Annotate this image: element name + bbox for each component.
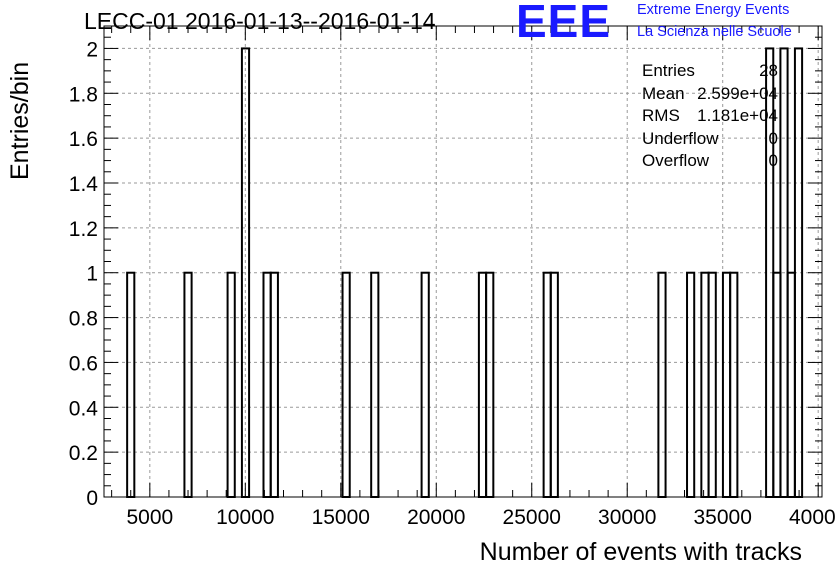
- stats-row-mean: Mean 2.599e+04: [642, 83, 778, 106]
- histogram-bin: [126, 271, 136, 499]
- logo-line-2: La Scienza nelle Scuole: [637, 24, 792, 40]
- stats-row-rms: RMS 1.181e+04: [642, 105, 778, 128]
- stats-box: Entries 28 Mean 2.599e+04 RMS 1.181e+04 …: [642, 60, 778, 173]
- x-tick-label: 35000: [693, 506, 751, 529]
- histogram-bin: [262, 271, 272, 499]
- eee-logo: EEE Extreme Energy Events La Scienza nel…: [516, 0, 836, 47]
- x-tick-label: 15000: [312, 506, 370, 529]
- y-tick-label: 1: [86, 263, 98, 286]
- stats-key: Overflow: [642, 151, 710, 170]
- x-tick-label: 20000: [407, 506, 465, 529]
- y-tick-label: 1.4: [69, 173, 99, 196]
- histogram-bin: [686, 271, 696, 499]
- chart-title: LECC-01 2016-01-13--2016-01-14: [84, 8, 436, 34]
- x-tick-label: 25000: [503, 506, 561, 529]
- x-axis-label: Number of events with tracks: [479, 538, 802, 566]
- histogram-bin: [786, 271, 796, 499]
- stats-value: 1.181e+04: [697, 106, 778, 125]
- histogram-bin: [420, 271, 430, 499]
- histogram-bin: [341, 271, 351, 499]
- histogram-bin: [370, 271, 380, 499]
- y-tick-label: 0.8: [69, 308, 98, 331]
- histogram-bin: [729, 271, 739, 499]
- stats-value: 0: [768, 151, 778, 170]
- stats-row-entries: Entries 28: [642, 60, 778, 83]
- stats-row-underflow: Underflow 0: [642, 128, 778, 151]
- histogram-bin: [485, 271, 495, 499]
- x-tick-label: 5000: [126, 506, 173, 529]
- histogram-bin: [477, 271, 488, 499]
- stats-key: RMS: [642, 106, 680, 125]
- y-tick-label: 0.4: [69, 397, 99, 420]
- histogram-bin: [657, 271, 667, 499]
- histogram-bin: [707, 271, 717, 499]
- y-tick-label: 1.2: [69, 218, 98, 241]
- y-tick-label: 1.8: [69, 83, 98, 106]
- stats-value: 0: [768, 128, 778, 148]
- y-axis-label: Entries/bin: [6, 61, 34, 180]
- y-tick-label: 0.6: [69, 352, 98, 375]
- stats-key: Entries: [642, 61, 695, 80]
- stats-key: Underflow: [642, 128, 719, 148]
- stats-value: 28: [759, 61, 778, 80]
- x-tick-label: 30000: [598, 506, 656, 529]
- y-tick-label: 0.2: [69, 442, 98, 465]
- y-tick-label: 2: [86, 38, 98, 61]
- stats-key: Mean: [642, 83, 685, 103]
- stats-row-overflow: Overflow 0: [642, 150, 778, 173]
- x-tick-label: 10000: [216, 506, 274, 529]
- y-tick-label: 1.6: [69, 128, 98, 151]
- histogram-bin: [269, 271, 279, 499]
- eee-logo-mark: EEE: [516, 0, 612, 47]
- histogram-bin: [700, 271, 710, 499]
- logo-line-1: Extreme Energy Events: [637, 2, 790, 18]
- y-tick-label: 0: [86, 487, 98, 510]
- histogram-bin: [721, 271, 732, 499]
- histogram-bin: [183, 271, 193, 499]
- histogram-bin: [226, 271, 236, 499]
- stats-value: 2.599e+04: [697, 83, 778, 103]
